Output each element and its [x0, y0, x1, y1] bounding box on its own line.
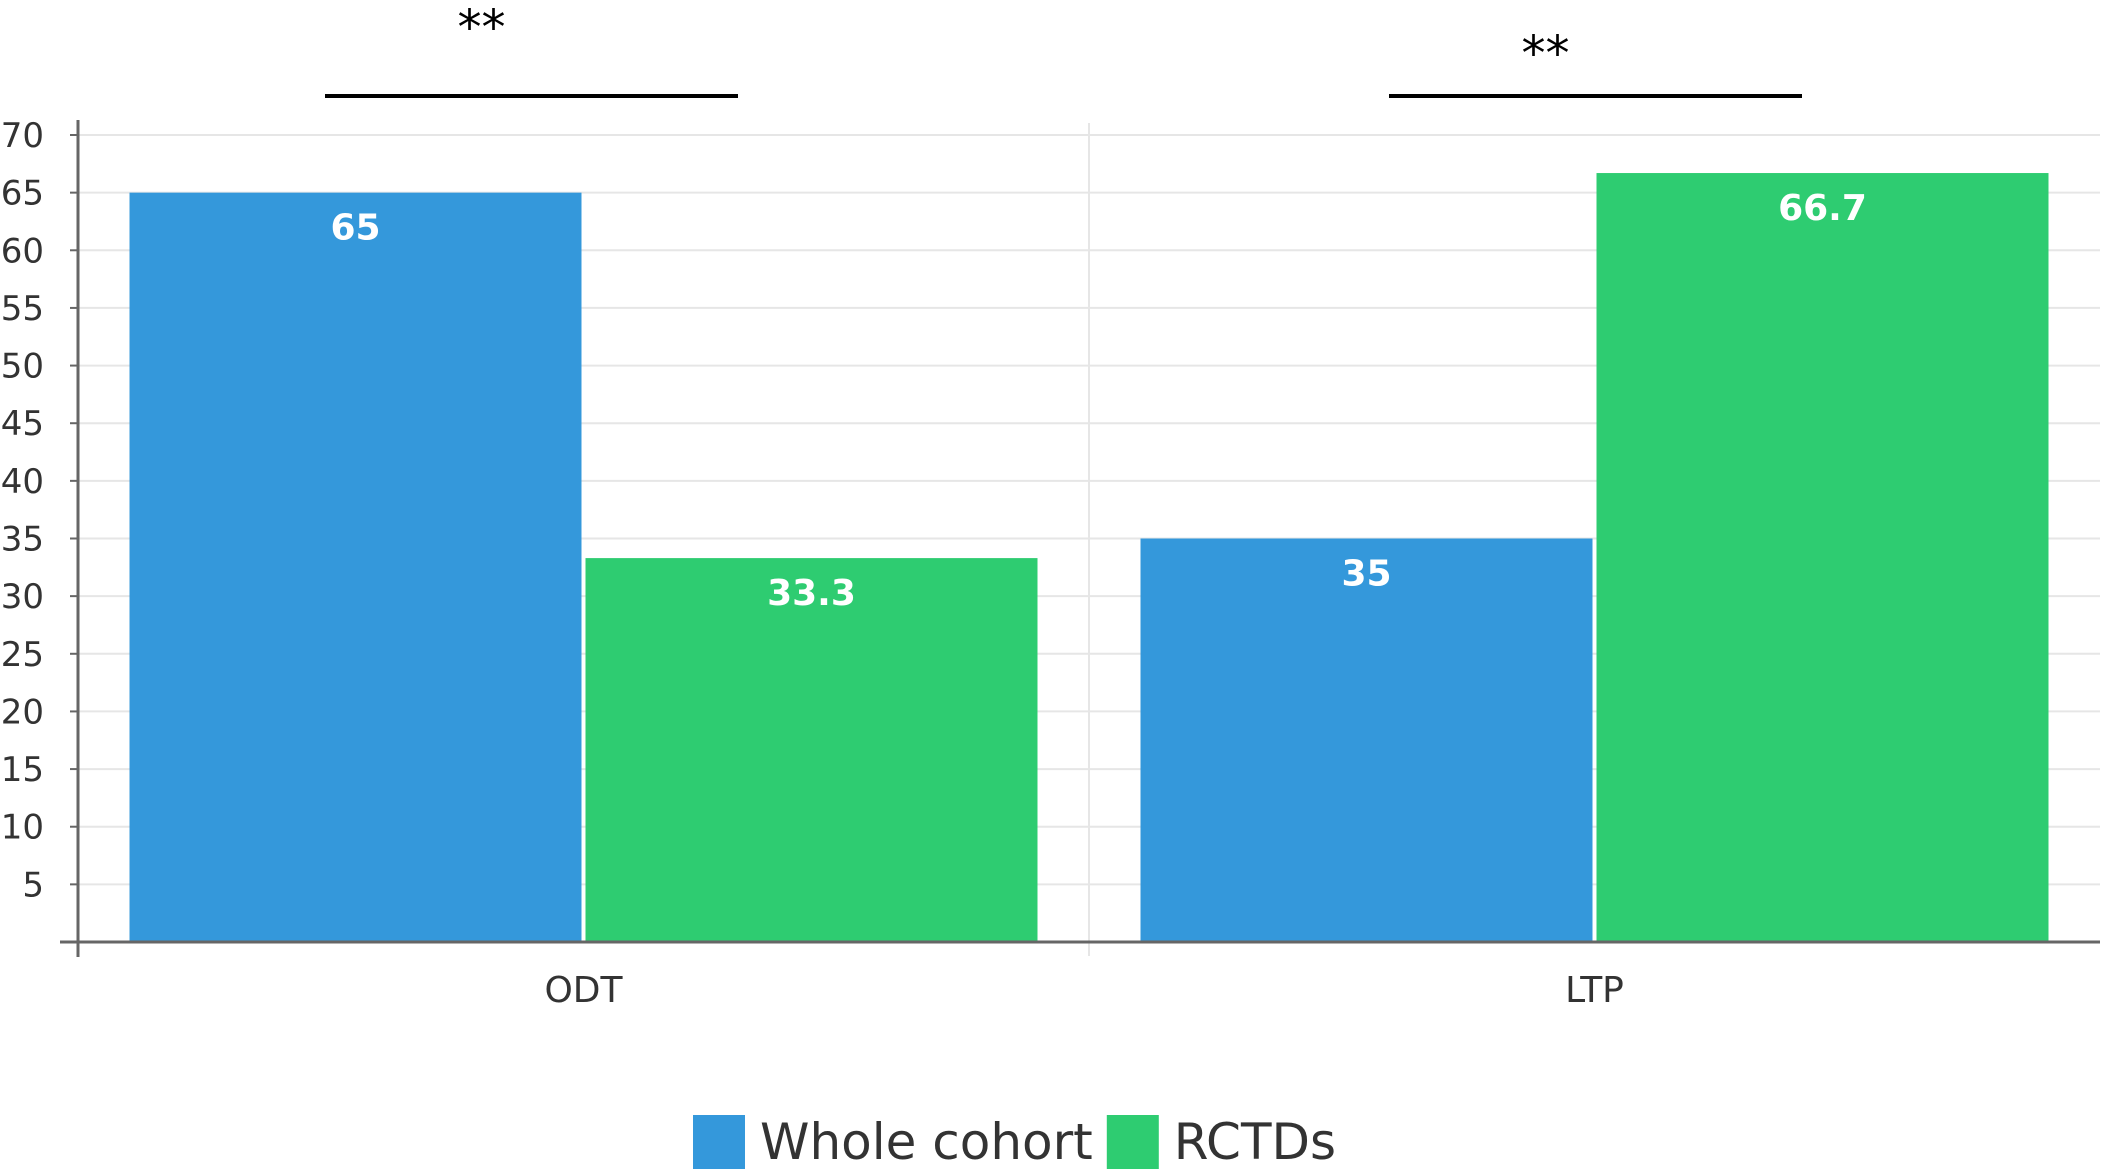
data-label: 66.7: [1778, 188, 1867, 229]
data-label: 65: [330, 208, 380, 249]
legend-swatch: [1106, 1115, 1159, 1169]
labels-layer: 5 10 15 20 25 30 35 40 45 50 55 60 65 70 65 33.3 ODT 35 66…: [1, 116, 1867, 1011]
y-tick-label: 10: [1, 808, 44, 848]
legend-label: RCTDs: [1174, 1113, 1336, 1171]
y-tick-label: 25: [1, 635, 44, 675]
bar: [129, 192, 582, 943]
y-tick-label: 15: [1, 750, 44, 790]
x-tick-label: ODT: [544, 970, 623, 1011]
legend: Whole cohort RCTDs: [693, 1113, 1336, 1171]
legend-swatch: [693, 1115, 745, 1169]
y-tick-label: 20: [1, 692, 44, 732]
y-tick-label: 50: [1, 347, 44, 387]
y-tick-label: 35: [1, 520, 44, 560]
legend-label: Whole cohort: [760, 1113, 1093, 1171]
y-tick-label: 60: [1, 231, 44, 271]
data-label: 33.3: [767, 573, 856, 614]
y-tick-label: 5: [22, 865, 44, 905]
y-tick-label: 65: [1, 174, 44, 214]
x-tick-label: LTP: [1565, 970, 1624, 1011]
bar: [1596, 173, 2049, 942]
significance-layer: ** **: [325, 0, 1802, 98]
bar: [585, 558, 1038, 942]
y-tick-label: 30: [1, 577, 44, 617]
bars-layer: [129, 173, 2049, 943]
bar: [1140, 538, 1593, 942]
axes-layer: [60, 120, 2100, 957]
y-tick-label: 40: [1, 462, 44, 502]
y-tick-label: 45: [1, 404, 44, 444]
significance-marker: **: [458, 0, 506, 56]
data-label: 35: [1341, 554, 1391, 595]
y-tick-label: 55: [1, 289, 44, 329]
significance-marker: **: [1522, 26, 1570, 82]
y-tick-label: 70: [1, 116, 44, 156]
